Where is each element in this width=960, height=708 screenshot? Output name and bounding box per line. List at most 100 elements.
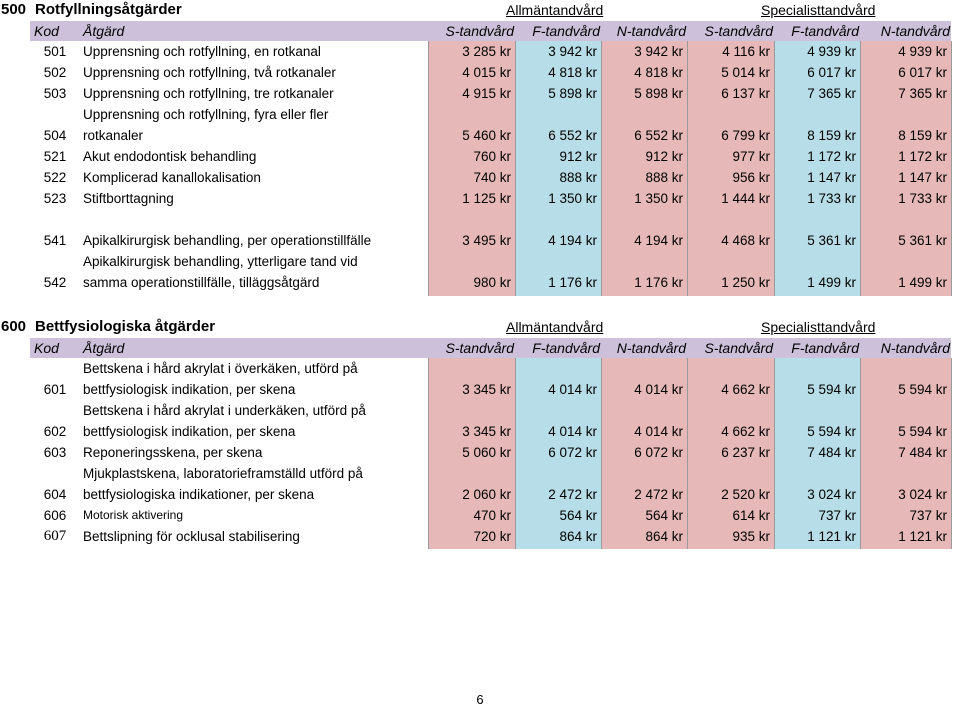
row-price: 470 kr (473, 508, 511, 523)
row-price: 6 072 kr (634, 445, 683, 460)
row-price: 2 520 kr (721, 487, 770, 502)
section-name: Bettfysiologiska åtgärder (35, 318, 216, 335)
row-price: 4 468 kr (721, 233, 770, 248)
column-divider (687, 358, 688, 549)
row-price: 1 733 kr (807, 191, 856, 206)
row-price: 5 060 kr (462, 445, 511, 460)
group-specialisttandvard: Specialisttandvård (761, 319, 876, 335)
row-price: 4 662 kr (721, 382, 770, 397)
row-description-line: Bettskena i hård akrylat i överkäken, ut… (83, 361, 358, 376)
row-description: Motorisk aktivering (83, 508, 184, 522)
row-code: 601 (43, 382, 67, 397)
column-divider (951, 358, 952, 549)
table-row: 502 Upprensning och rotfyllning, två rotk… (0, 62, 960, 83)
row-price: 614 kr (732, 508, 770, 523)
row-code: 542 (43, 275, 67, 290)
row-code: 602 (43, 424, 67, 439)
page-number: 6 (476, 692, 484, 707)
section-bettfysiologi: 600 Bettfysiologiska åtgärder Allmäntandvå… (0, 317, 960, 549)
table-row: 601 Bettskena i hård akrylat i överkäken,… (0, 358, 960, 400)
table-row: 602 Bettskena i hård akrylat i underkäken… (0, 400, 960, 442)
row-price: 1 121 kr (807, 529, 856, 544)
header-atgard: Åtgärd (83, 340, 125, 356)
header-column: F-tandvård (791, 23, 859, 39)
price-column-bg (860, 41, 951, 296)
row-price: 8 159 kr (807, 128, 856, 143)
row-code: 606 (43, 508, 67, 523)
row-price: 5 014 kr (721, 65, 770, 80)
price-column-bg (687, 358, 774, 549)
section-title: 500 Rotfyllningsåtgärder Allmäntandvård Spe… (0, 0, 960, 20)
row-description: Upprensning och rotfyllning, tre rotkana… (83, 86, 334, 101)
row-price: 3 495 kr (462, 233, 511, 248)
row-price: 4 194 kr (634, 233, 683, 248)
header-column: S-tandvård (445, 23, 514, 39)
column-divider (428, 41, 429, 296)
row-price: 7 365 kr (807, 86, 856, 101)
column-divider (687, 41, 688, 296)
table-row: 603 Reponeringsskena, per skena 5 060 kr 6 … (0, 442, 960, 463)
row-description-line: Apikalkirurgisk behandling, ytterligare … (83, 254, 358, 269)
row-code: 607 (43, 528, 67, 544)
row-description: Stiftborttagning (83, 191, 174, 206)
column-header-row: Kod Åtgärd S-tandvård F-tandvård N-tandvård S… (30, 338, 951, 358)
row-price: 5 594 kr (898, 424, 947, 439)
row-price: 8 159 kr (898, 128, 947, 143)
row-price: 912 kr (559, 149, 597, 164)
row-price: 935 kr (732, 529, 770, 544)
row-price: 1 121 kr (898, 529, 947, 544)
row-description: Upprensning och rotfyllning, en rotkanal (83, 44, 321, 59)
column-header-row: Kod Åtgärd S-tandvård F-tandvård N-tandvård S… (30, 21, 951, 41)
row-price: 1 176 kr (548, 275, 597, 290)
header-column: S-tandvård (704, 340, 773, 356)
row-price: 6 137 kr (721, 86, 770, 101)
column-divider (774, 358, 775, 549)
group-allmantandvard: Allmäntandvård (506, 319, 604, 335)
row-price: 4 116 kr (722, 44, 770, 59)
row-price: 980 kr (473, 275, 511, 290)
row-price: 5 594 kr (807, 382, 856, 397)
row-code: 502 (43, 65, 67, 80)
section-number: 600 (1, 318, 27, 335)
row-price: 4 939 kr (898, 44, 947, 59)
price-column-bg (860, 358, 951, 549)
price-column-bg (428, 358, 515, 549)
table-row: 504 Upprensning och rotfyllning, fyra ell… (0, 104, 960, 146)
row-price: 5 361 kr (807, 233, 856, 248)
row-price: 4 194 kr (548, 233, 597, 248)
row-description-line: bettfysiologisk indikation, per skena (83, 382, 296, 397)
row-price: 7 365 kr (898, 86, 947, 101)
row-price: 864 kr (645, 529, 683, 544)
row-price: 1 350 kr (548, 191, 597, 206)
column-divider (951, 41, 952, 296)
section-rotfyllning: 500 Rotfyllningsåtgärder Allmäntandvård Spe… (0, 0, 960, 296)
row-price: 5 898 kr (548, 86, 597, 101)
price-column-bg (428, 41, 515, 296)
header-kod: Kod (34, 23, 59, 39)
header-column: S-tandvård (445, 340, 514, 356)
header-kod: Kod (34, 340, 59, 356)
row-price: 4 818 kr (548, 65, 597, 80)
row-price: 7 484 kr (807, 445, 856, 460)
row-price: 1 499 kr (807, 275, 856, 290)
row-price: 2 060 kr (462, 487, 511, 502)
header-column: S-tandvård (704, 23, 773, 39)
row-description: Apikalkirurgisk behandling, per operatio… (83, 233, 372, 248)
column-divider (515, 358, 516, 549)
row-price: 956 kr (732, 170, 770, 185)
row-code: 603 (43, 445, 67, 460)
row-code: 523 (43, 191, 67, 206)
row-price: 6 552 kr (548, 128, 597, 143)
row-price: 2 472 kr (634, 487, 683, 502)
row-description-line: Mjukplastskena, laboratorieframställd ut… (83, 466, 363, 481)
row-price: 5 898 kr (634, 86, 683, 101)
header-column: F-tandvård (791, 340, 859, 356)
row-description-line: Bettskena i hård akrylat i underkäken, u… (83, 403, 366, 418)
row-price: 1 172 kr (807, 149, 856, 164)
group-allmantandvard: Allmäntandvård (506, 2, 604, 18)
row-price: 1 499 kr (898, 275, 947, 290)
row-price: 4 015 kr (462, 65, 511, 80)
row-description: Upprensning och rotfyllning, fyra eller … (83, 104, 428, 146)
row-price: 4 014 kr (548, 424, 597, 439)
row-description: Upprensning och rotfyllning, två rotkana… (83, 65, 336, 80)
